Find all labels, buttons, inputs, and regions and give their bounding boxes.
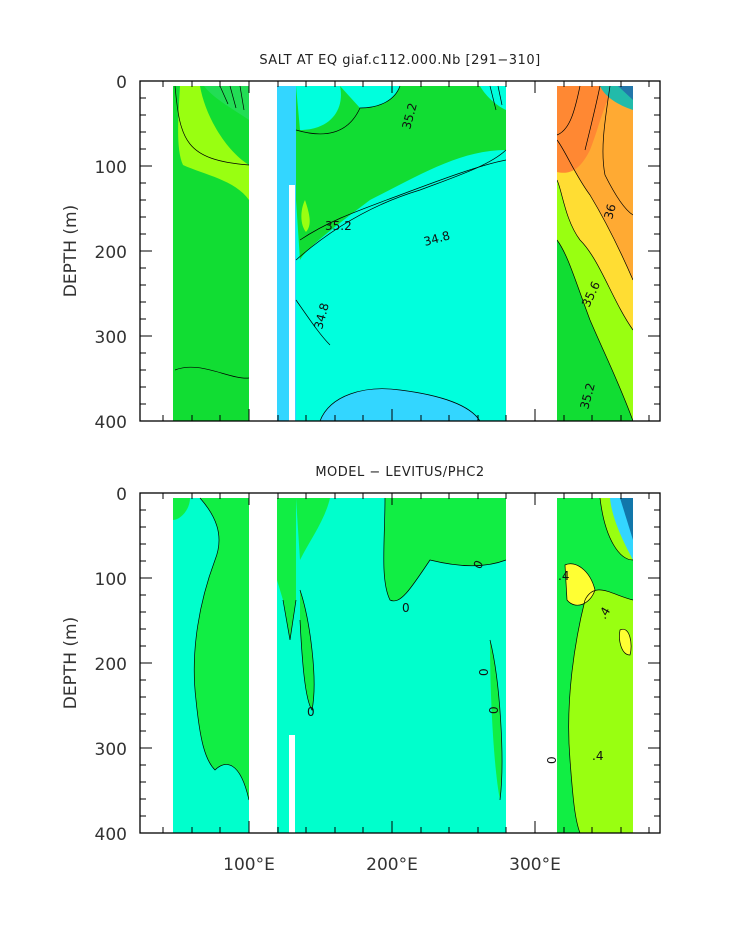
salinity-field bbox=[173, 85, 634, 421]
contour-label: 34.8 bbox=[311, 301, 331, 330]
y-axis-label: DEPTH (m) bbox=[61, 205, 81, 297]
y-tick-label: 100 bbox=[95, 570, 127, 590]
contour-label: 34.8 bbox=[422, 228, 451, 248]
contour-label: 0 bbox=[487, 706, 501, 714]
y-tick-label: 400 bbox=[95, 413, 127, 433]
land-mask bbox=[140, 86, 660, 421]
x-tick-labels: 100°E 200°E 300°E bbox=[223, 855, 561, 875]
contour-label: 0 bbox=[545, 756, 559, 764]
contour-label: 36 bbox=[601, 202, 618, 220]
contour-label: .4 bbox=[592, 749, 603, 763]
contour-label: .4 bbox=[558, 569, 569, 583]
y-tick-label: 0 bbox=[116, 73, 127, 93]
x-ticks bbox=[162, 81, 650, 421]
y-tick-label: 200 bbox=[95, 243, 127, 263]
y-tick-label: 200 bbox=[95, 655, 127, 675]
contour-label: 0 bbox=[477, 668, 491, 676]
contour-labels: 0 0 0 0 0 0 .4 .4 .4 bbox=[307, 558, 613, 764]
y-axis-label: DEPTH (m) bbox=[61, 617, 81, 709]
y-tick-label: 300 bbox=[95, 740, 127, 760]
x-tick-label: 200°E bbox=[366, 855, 418, 875]
contour-label: 0 bbox=[307, 705, 315, 719]
x-tick-label: 100°E bbox=[223, 855, 275, 875]
y-tick-label: 0 bbox=[116, 485, 127, 505]
contour-label: 35.2 bbox=[325, 219, 352, 233]
contour-labels: 35.2 34.8 35.2 34.8 36 35.6 35.2 bbox=[311, 101, 618, 410]
difference-panel: MODEL − LEVITUS/PHC2 bbox=[61, 465, 661, 875]
contour-label: 35.2 bbox=[399, 101, 419, 130]
y-tick-labels: 0 100 200 300 400 bbox=[95, 73, 127, 433]
land-mask bbox=[140, 498, 660, 833]
y-tick-label: 400 bbox=[95, 825, 127, 845]
y-ticks bbox=[140, 80, 660, 422]
x-ticks bbox=[162, 493, 650, 833]
y-tick-label: 100 bbox=[95, 158, 127, 178]
contour-label: 35.2 bbox=[577, 381, 597, 410]
difference-field bbox=[173, 497, 634, 833]
y-ticks bbox=[140, 492, 660, 834]
salinity-panel: SALT AT EQ giaf.c112.000.Nb [291−310] bbox=[61, 53, 661, 433]
contour-label: 0 bbox=[402, 601, 410, 615]
x-tick-label: 300°E bbox=[509, 855, 561, 875]
panel-title: MODEL − LEVITUS/PHC2 bbox=[315, 465, 484, 480]
y-tick-labels: 0 100 200 300 400 bbox=[95, 485, 127, 845]
y-tick-label: 300 bbox=[95, 328, 127, 348]
panel-title: SALT AT EQ giaf.c112.000.Nb [291−310] bbox=[259, 53, 540, 68]
